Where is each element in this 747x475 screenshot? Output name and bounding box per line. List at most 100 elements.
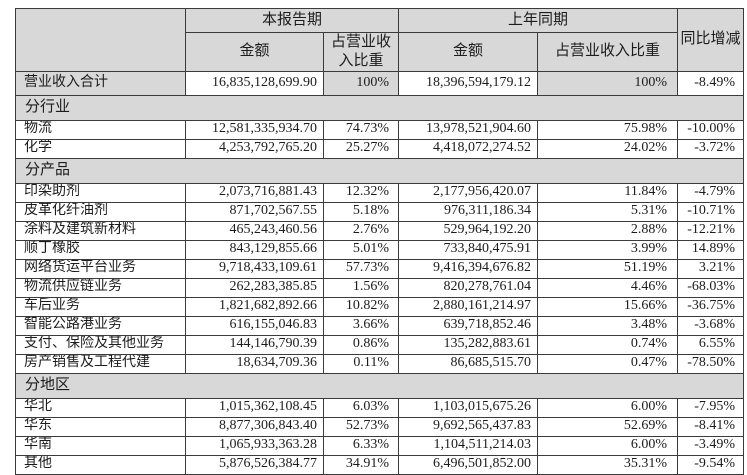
header-blank-cell [15,8,186,72]
cell-prior-amount: 9,416,394,676.82 [398,258,539,279]
cell-current-amount: 18,634,709.36 [185,353,324,374]
cell-prior-amount: 13,978,521,904.60 [398,119,539,140]
section-title: 分行业 [14,94,745,121]
section-title: 分地区 [14,372,745,399]
cell-current-amount: 616,155,046.83 [185,315,324,336]
cell-prior-ratio: 51.19% [537,258,679,279]
header-current-ratio: 占营业收入比重 [322,32,400,72]
table-row: 顺丁橡胶 843,129,855.66 5.01% 733,840,475.91 3.9… [15,239,745,260]
cell-current-ratio: 0.11% [322,353,400,374]
header-prior-amount: 金额 [398,32,539,72]
cell-yoy: -8.41% [677,416,745,437]
cell-current-amount: 1,065,933,363.28 [185,435,324,456]
cell-yoy: -68.03% [677,277,745,298]
cell-yoy: -3.72% [677,138,745,159]
cell-prior-amount: 9,692,565,437.83 [398,416,539,437]
header-current-period: 本报告期 [184,8,400,33]
cell-current-amount: 465,243,460.56 [185,220,324,241]
header-row-subcolumns: 金额 占营业收入比重 金额 占营业收入比重 [16,32,744,72]
table-row: 物流 12,581,335,934.70 74.73% 13,978,521,904.… [15,119,745,140]
cell-yoy: -36.75% [677,296,745,317]
cell-prior-amount: 2,177,956,420.07 [398,182,539,203]
cell-current-amount: 2,073,716,881.43 [185,182,324,203]
cell-current-amount: 262,283,385.85 [185,277,324,298]
cell-prior-ratio: 35.31% [537,454,679,475]
total-current-ratio: 100% [322,70,400,96]
table-row: 支付、保险及其他业务 144,146,790.39 0.86% 135,282,883… [15,334,745,355]
revenue-breakdown-table: 本报告期 上年同期 同比增减 金额 占营业收入比重 金额 占营业收入比重 营业收… [14,8,745,475]
cell-prior-ratio: 6.00% [537,435,679,456]
section-header-row: 分行业 [14,94,745,121]
table-body: 营业收入合计 16,835,128,699.90 100% 18,396,594,17… [14,70,745,475]
cell-prior-amount: 529,964,192.20 [398,220,539,241]
cell-yoy: -3.49% [677,435,745,456]
cell-label: 顺丁橡胶 [15,239,186,260]
cell-label: 房产销售及工程代建 [15,353,186,374]
cell-current-amount: 144,146,790.39 [185,334,324,355]
cell-current-ratio: 12.32% [322,182,400,203]
cell-label: 华南 [15,435,186,456]
cell-yoy: -12.21% [677,220,745,241]
cell-prior-amount: 733,840,475.91 [398,239,539,260]
cell-current-amount: 1,015,362,108.45 [185,397,324,418]
cell-yoy: -4.79% [677,182,745,203]
header-row-periods: 本报告期 上年同期 同比增减 [15,8,745,72]
cell-label: 支付、保险及其他业务 [15,334,186,355]
cell-current-ratio: 1.56% [322,277,400,298]
cell-prior-amount: 86,685,515.70 [398,353,539,374]
cell-label: 华北 [15,397,186,418]
section-title: 分产品 [14,157,745,184]
cell-prior-ratio: 6.00% [537,397,679,418]
cell-prior-ratio: 0.47% [537,353,679,374]
header-prior-period: 上年同期 [398,8,679,33]
table-row: 华东 8,877,306,843.40 52.73% 9,692,565,437.83… [15,416,745,437]
section-header-row: 分地区 [14,372,745,399]
cell-prior-ratio: 3.99% [537,239,679,260]
cell-prior-amount: 6,496,501,852.00 [398,454,539,475]
header-prior-ratio: 占营业收入比重 [537,32,679,72]
cell-yoy: 6.55% [677,334,745,355]
cell-yoy: -10.00% [677,119,745,140]
table-row: 华北 1,015,362,108.45 6.03% 1,103,015,675.26 6… [15,397,745,418]
cell-label: 智能公路港业务 [15,315,186,336]
header-current-amount: 金额 [185,32,324,72]
cell-current-ratio: 6.33% [322,435,400,456]
cell-label: 华东 [15,416,186,437]
cell-prior-amount: 4,418,072,274.52 [398,138,539,159]
cell-current-ratio: 3.66% [322,315,400,336]
total-yoy: -8.49% [677,70,745,96]
table-row: 车后业务 1,821,682,892.66 10.82% 2,880,161,214.… [15,296,745,317]
table-row: 涂料及建筑新材料 465,243,460.56 2.76% 529,964,192.2… [15,220,745,241]
cell-label: 涂料及建筑新材料 [15,220,186,241]
cell-prior-ratio: 4.46% [537,277,679,298]
cell-label: 车后业务 [15,296,186,317]
cell-label: 网络货运平台业务 [15,258,186,279]
total-revenue-row: 营业收入合计 16,835,128,699.90 100% 18,396,594,17… [15,70,745,96]
cell-current-ratio: 57.73% [322,258,400,279]
cell-prior-ratio: 75.98% [537,119,679,140]
table-row: 印染助剂 2,073,716,881.43 12.32% 2,177,956,420.… [15,182,745,203]
table-row: 化学 4,253,792,765.20 25.27% 4,418,072,274.52… [15,138,745,159]
cell-label: 物流供应链业务 [15,277,186,298]
cell-label: 化学 [15,138,186,159]
cell-prior-ratio: 52.69% [537,416,679,437]
table-row: 房产销售及工程代建 18,634,709.36 0.11% 86,685,515.70… [15,353,745,374]
cell-prior-amount: 639,718,852.46 [398,315,539,336]
cell-prior-amount: 2,880,161,214.97 [398,296,539,317]
cell-yoy: -78.50% [677,353,745,374]
cell-yoy: -3.68% [677,315,745,336]
cell-label: 其他 [15,454,186,475]
cell-current-ratio: 0.86% [322,334,400,355]
cell-prior-amount: 135,282,883.61 [398,334,539,355]
table-row: 网络货运平台业务 9,718,433,109.61 57.73% 9,416,394,… [15,258,745,279]
cell-yoy: -7.95% [677,397,745,418]
cell-prior-amount: 976,311,186.34 [398,201,539,222]
total-prior-amount: 18,396,594,179.12 [398,70,539,96]
cell-current-ratio: 6.03% [322,397,400,418]
cell-current-ratio: 2.76% [322,220,400,241]
cell-yoy: 3.21% [677,258,745,279]
table-row: 其他 5,876,526,384.77 34.91% 6,496,501,852.00… [15,454,745,475]
table-header: 本报告期 上年同期 同比增减 金额 占营业收入比重 金额 占营业收入比重 [15,8,745,72]
table-row: 智能公路港业务 616,155,046.83 3.66% 639,718,852.46… [15,315,745,336]
